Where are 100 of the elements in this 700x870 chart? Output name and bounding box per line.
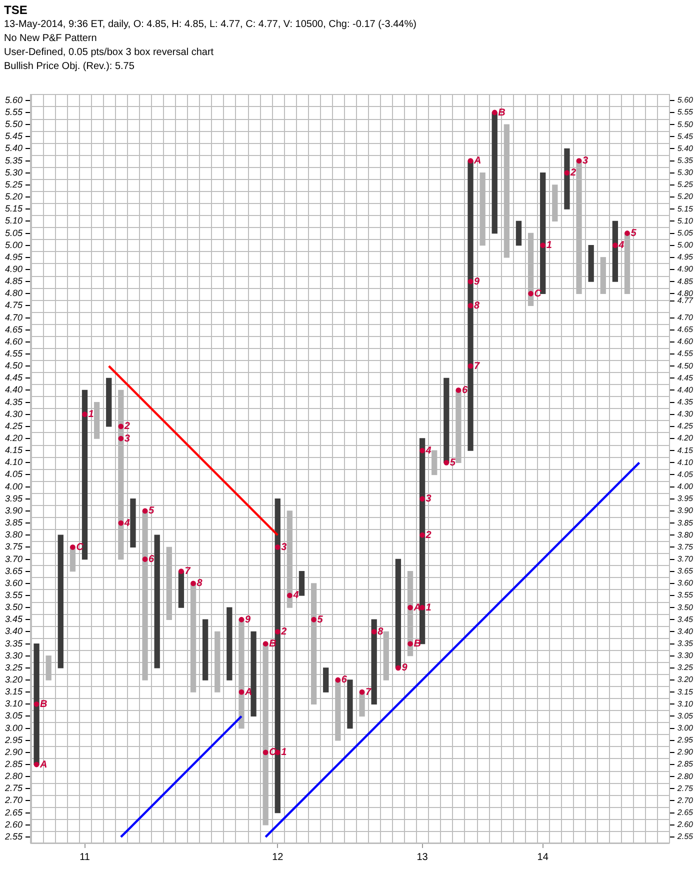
y-tick-label: 3.15 — [4, 686, 24, 697]
y2-tick-label: 4.10 — [677, 458, 694, 467]
y2-tick-label: 3.15 — [677, 687, 694, 696]
y2-tick-label: 4.65 — [677, 325, 694, 334]
bar — [274, 498, 280, 814]
point — [335, 677, 341, 683]
x-tick-label: 13 — [416, 852, 428, 863]
point — [468, 303, 474, 308]
point — [371, 629, 377, 634]
text: 4 — [293, 590, 299, 602]
y2-tick-label: 3.80 — [677, 530, 694, 540]
text: 2 — [124, 421, 130, 432]
bar — [226, 607, 232, 680]
y-tick-label: 2.70 — [4, 795, 23, 806]
y2-tick-label: 3.20 — [677, 675, 694, 684]
y2-tick-label: 3.50 — [677, 602, 694, 612]
series-label: 7 — [366, 686, 372, 698]
text: 1 — [88, 409, 94, 420]
bar — [82, 390, 88, 560]
point — [576, 158, 582, 164]
point — [456, 388, 462, 393]
x-tick-label: 12 — [272, 852, 284, 863]
y2-tick-label: 3.90 — [677, 506, 694, 516]
y2-tick-label: 2.65 — [676, 808, 694, 818]
text: 1 — [426, 602, 432, 614]
y-tick-label: 4.85 — [4, 276, 24, 286]
y-tick-label: 4.45 — [4, 372, 24, 383]
y2-tick-label: 4.95 — [677, 252, 694, 262]
y-tick-label: 3.40 — [4, 626, 23, 636]
y2-tick-label: 4.50 — [677, 361, 694, 370]
y2-tick-label: 5.05 — [677, 228, 694, 238]
text: 9 — [474, 276, 480, 288]
point — [624, 230, 630, 236]
y-tick-label: 4.80 — [4, 288, 23, 298]
series-label: 2 — [569, 168, 576, 179]
bar — [178, 571, 184, 608]
y2-tick-label: 4.20 — [677, 434, 694, 443]
y-tick-label: 4.95 — [4, 252, 24, 262]
text: 6 — [341, 674, 347, 686]
bar — [588, 245, 594, 282]
y-tick-label: 3.90 — [4, 505, 23, 516]
point — [420, 496, 426, 502]
y2-tick-label: 4.90 — [677, 264, 694, 274]
bar — [540, 172, 546, 294]
text: 4 — [426, 445, 432, 456]
y-tick-label: 3.05 — [4, 710, 24, 721]
text: 4 — [124, 518, 130, 529]
y2-tick-label: 4.70 — [677, 312, 694, 322]
bar — [202, 619, 208, 680]
y-tick-label: 5.30 — [4, 167, 23, 178]
text: 7 — [474, 360, 480, 372]
bar — [130, 498, 136, 548]
point — [34, 701, 40, 707]
chart-title: TSE — [4, 2, 28, 18]
text: 7 — [184, 566, 190, 578]
y-tick-label: 4.30 — [4, 408, 23, 419]
point — [238, 689, 244, 695]
y2-tick-label: 5.10 — [677, 216, 694, 226]
bar — [323, 668, 329, 692]
y2-tick-label: 5.20 — [677, 192, 694, 202]
y2-tick-label: 4.25 — [677, 422, 694, 431]
point — [420, 532, 426, 538]
point — [118, 436, 124, 442]
point — [142, 556, 148, 562]
y-tick-label: 2.65 — [4, 807, 24, 818]
y2-tick-label: 4.00 — [677, 482, 694, 492]
point — [408, 641, 413, 646]
y2-tick-label: 2.55 — [676, 832, 694, 842]
y-tick-label: 3.20 — [4, 674, 23, 684]
point — [420, 448, 426, 454]
point — [287, 592, 292, 598]
point — [395, 665, 401, 671]
point — [468, 363, 474, 369]
series-label: A — [473, 156, 482, 167]
y2-tick-label: 4.55 — [677, 349, 694, 358]
y2-tick-label: 5.50 — [677, 120, 694, 129]
y-tick-label: 2.55 — [4, 831, 24, 842]
bar — [395, 558, 402, 668]
text: 6 — [462, 384, 468, 396]
x-tick-label: 14 — [537, 852, 549, 863]
y-tick-label: 4.35 — [4, 396, 24, 407]
series-label: 3 — [582, 156, 589, 167]
text: 2 — [281, 626, 287, 638]
y2-tick-label: 3.85 — [677, 518, 694, 528]
y2-tick-label: 2.60 — [676, 820, 694, 830]
y-tick-label: 3.60 — [4, 578, 23, 588]
y-tick-label: 4.15 — [4, 445, 24, 456]
y2-tick-label: 5.00 — [677, 240, 694, 250]
y2-tick-label: 4.40 — [677, 385, 694, 394]
y2-tick-label: 3.05 — [677, 711, 694, 720]
text: 5 — [630, 228, 636, 240]
bar — [444, 378, 450, 463]
bar — [250, 631, 256, 717]
y-tick-label: 3.65 — [4, 566, 24, 576]
bar — [34, 643, 40, 765]
bar — [58, 534, 64, 668]
text: No New P&F Pattern — [4, 32, 98, 46]
point — [118, 424, 124, 430]
text: 13-May-2014, 9:36 ET, daily, O: 4.85, H: 4.85, L: 4.77, C: 4.77, V: 10500, Chg: -0.17 (-3.44%) — [4, 18, 418, 32]
y-tick-label: 3.50 — [4, 602, 23, 612]
